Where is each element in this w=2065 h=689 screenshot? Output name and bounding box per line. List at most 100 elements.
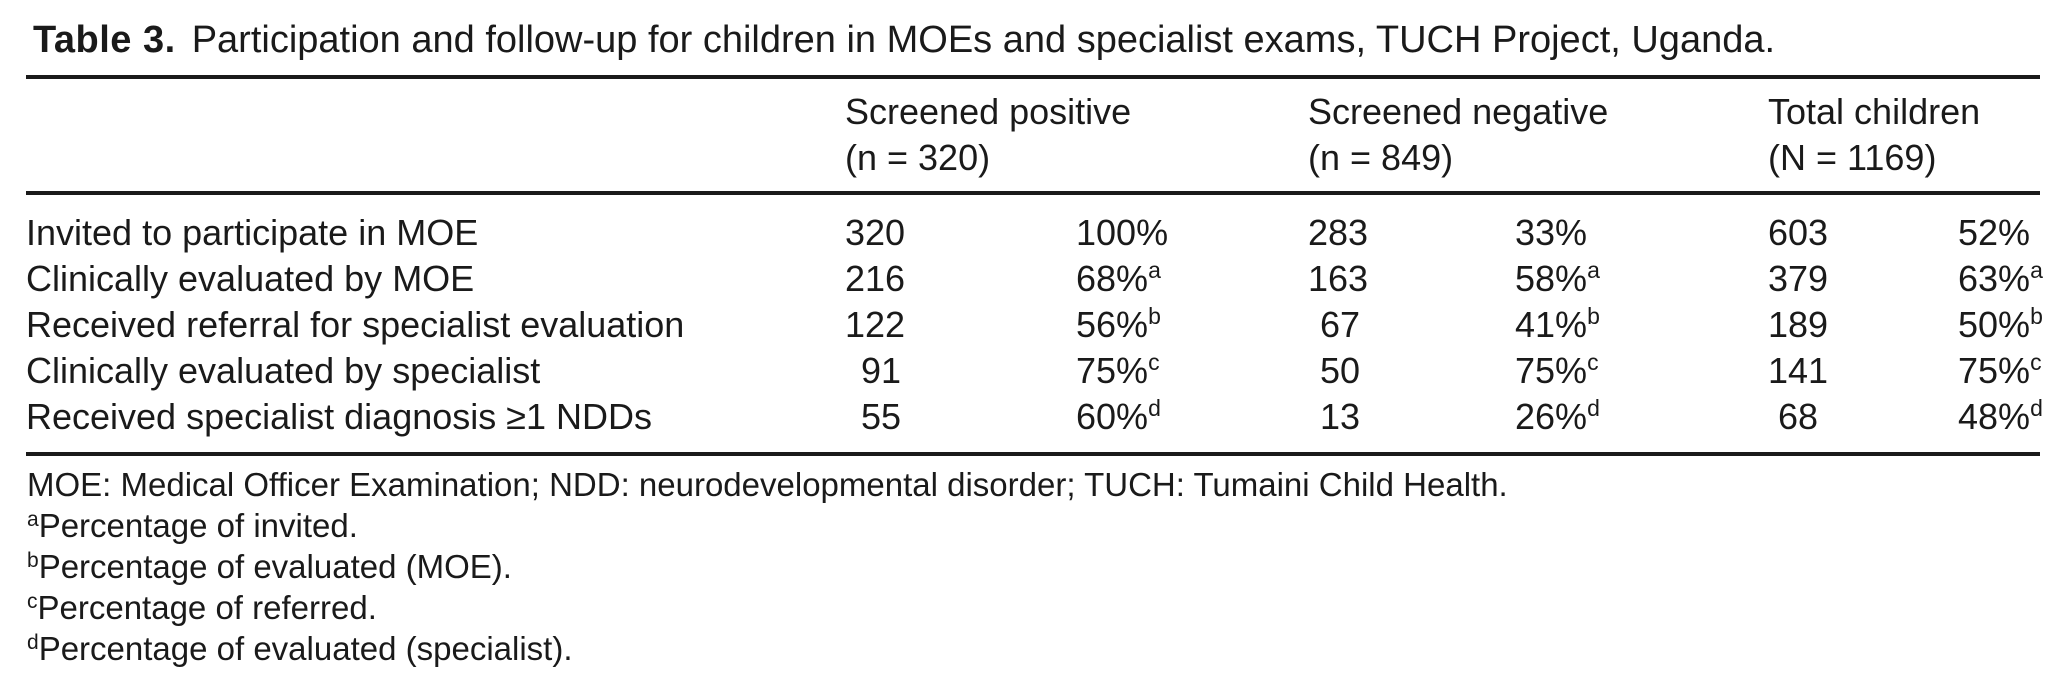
row-label: Invited to participate in MOE [26,212,479,253]
abbreviations-note: MOE: Medical Officer Examination; NDD: n… [27,466,1508,503]
footnote-line: cPercentage of referred. [27,587,1508,628]
table-row: Clinically evaluated by MOE 216 68%a 163 58%… [26,256,2043,302]
percent-value: 26% [1515,396,1588,437]
table-body: Invited to participate in MOE 320 100% 283 3… [26,193,2043,454]
percent-cell: 60%d [905,394,1308,454]
footnote-marker: a [1148,257,1161,283]
footnote-line: aPercentage of invited. [27,505,1508,546]
col-group-total-children: Total children (N = 1169) [1768,77,2041,195]
percent-value: 52% [1958,212,2031,253]
percent-value: 68% [1076,258,1149,299]
row-label: Clinically evaluated by MOE [26,258,475,299]
percent-value: 75% [1515,350,1588,391]
table-header: Screened positive (n = 320) Screened neg… [26,77,2041,195]
col-group-n: (N = 1169) [1768,137,1937,178]
footnote-line: dPercentage of evaluated (specialist). [27,628,1508,669]
percent-cell: 58%a [1364,256,1768,302]
percent-cell: 75%c [905,348,1308,394]
count-cell: 91 [860,350,901,391]
table-caption: Table 3. Participation and follow-up for … [33,18,1775,62]
count-cell: 67 [1319,304,1361,345]
col-group-name: Screened positive [845,91,1132,132]
table-row: Received specialist diagnosis ≥1 NDDs 55 6… [26,394,2043,454]
table-caption-text: Participation and follow-up for children… [191,19,1776,61]
footnote-marker: a [1587,257,1600,283]
col-group-n: (n = 849) [1308,137,1454,178]
footnote-marker: c [27,590,38,613]
footnote-line: bPercentage of evaluated (MOE). [27,546,1508,587]
percent-cell: 56%b [905,302,1308,348]
row-label: Received specialist diagnosis ≥1 NDDs [26,396,653,437]
percent-value: 48% [1958,396,2031,437]
percent-cell: 48%d [1822,394,2043,454]
percent-cell: 41%b [1364,302,1768,348]
percent-value: 56% [1076,304,1149,345]
col-group-name: Screened negative [1308,91,1609,132]
table-row: Received referral for specialist evaluat… [26,302,2043,348]
col-group-screened-negative: Screened negative (n = 849) [1308,77,1769,195]
percent-value: 63% [1958,258,2031,299]
footnote-marker: c [1148,349,1160,375]
footnote-marker: b [1148,303,1161,329]
count-cell: 13 [1319,396,1361,437]
percent-value: 75% [1958,350,2031,391]
percent-cell: 75%c [1364,348,1768,394]
footnote-text: Percentage of referred. [37,589,377,626]
footnote-text: Percentage of evaluated (MOE). [38,548,512,585]
percent-value: 50% [1958,304,2031,345]
percent-cell: 50%b [1822,302,2043,348]
footnote-marker: c [1587,349,1599,375]
table-footnotes: MOE: Medical Officer Examination; NDD: n… [27,464,1508,669]
table-number: Table 3. [33,19,176,61]
percent-value: 33% [1515,212,1588,253]
header-row: Screened positive (n = 320) Screened neg… [26,77,2041,195]
footnote-text: Percentage of invited. [38,507,358,544]
count-cell: 68 [1777,396,1819,437]
count-cell: 163 [1308,258,1369,299]
count-cell: 283 [1308,212,1369,253]
col-group-name: Total children [1768,91,1981,132]
count-cell: 216 [845,258,906,299]
count-cell: 141 [1768,350,1829,391]
count-cell: 122 [845,304,906,345]
row-label: Clinically evaluated by specialist [26,350,541,391]
footnote-text: Percentage of evaluated (specialist). [38,630,573,667]
percent-cell: 26%d [1364,394,1768,454]
col-group-n: (n = 320) [845,137,991,178]
footnote-marker: a [2030,257,2043,283]
col-group-screened-positive: Screened positive (n = 320) [845,77,1309,195]
count-cell: 379 [1768,258,1829,299]
footnote-marker: c [2030,349,2042,375]
percent-value: 75% [1076,350,1149,391]
percent-value: 60% [1076,396,1149,437]
count-cell: 189 [1768,304,1829,345]
percent-cell: 75%c [1822,348,2042,394]
count-cell: 320 [845,212,906,253]
count-cell: 55 [860,396,901,437]
percent-value: 58% [1515,258,1588,299]
footnote-list: aPercentage of invited. bPercentage of ev… [27,505,1508,669]
table-row: Clinically evaluated by specialist 91 75%c… [26,348,2042,394]
row-label: Received referral for specialist evaluat… [26,304,685,345]
percent-cell: 63%a [1822,256,2043,302]
footnote-marker: d [1148,395,1161,421]
count-cell: 50 [1319,350,1361,391]
percent-value: 100% [1076,212,1169,253]
table-row: Invited to participate in MOE 320 100% 283 3… [26,193,2040,256]
header-row-label-spacer [26,77,845,195]
percent-value: 41% [1515,304,1588,345]
footnote-marker: d [27,631,39,654]
data-table: Screened positive (n = 320) Screened neg… [26,75,2043,456]
percent-cell: 68%a [905,256,1308,302]
percent-cell: 33% [1364,193,1768,256]
footnote-marker: a [27,508,39,531]
footnote-marker: d [1587,395,1600,421]
footnote-marker: b [2030,303,2043,329]
percent-cell: 52% [1822,193,2040,256]
footnote-marker: b [27,549,39,572]
footnote-marker: b [1587,303,1600,329]
percent-cell: 100% [905,193,1308,256]
count-cell: 603 [1768,212,1829,253]
footnote-marker: d [2030,395,2043,421]
